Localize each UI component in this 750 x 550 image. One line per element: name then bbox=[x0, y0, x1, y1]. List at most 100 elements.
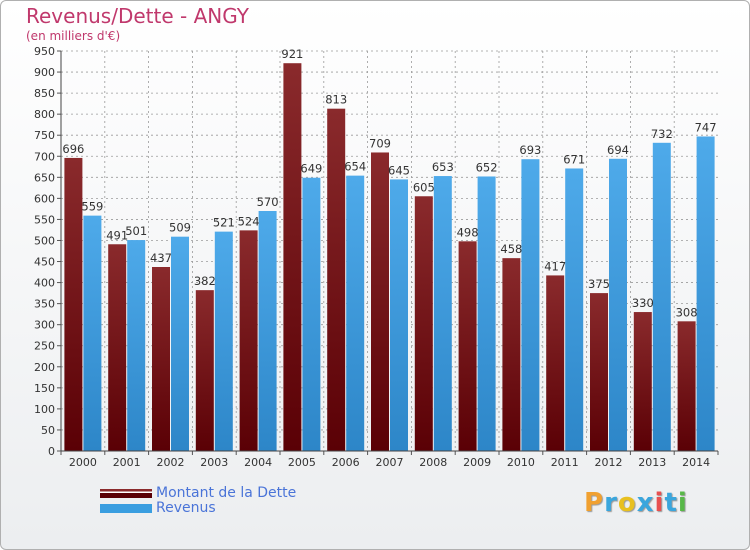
data-label-debt: 524 bbox=[238, 214, 260, 228]
bar-debt bbox=[677, 321, 696, 451]
grid-lines bbox=[61, 50, 718, 452]
data-label-revenue: 645 bbox=[388, 163, 410, 177]
data-label-revenue: 501 bbox=[125, 224, 147, 238]
data-label-debt: 813 bbox=[325, 93, 347, 107]
bar-revenue bbox=[302, 177, 321, 451]
legend-swatch-revenue bbox=[100, 504, 152, 513]
data-label-revenue: 732 bbox=[651, 127, 673, 141]
data-label-debt: 417 bbox=[544, 259, 566, 273]
bar-debt bbox=[327, 108, 346, 452]
data-label-debt: 498 bbox=[457, 225, 479, 239]
logo-letter: P bbox=[584, 488, 605, 518]
data-label-revenue: 693 bbox=[519, 143, 541, 157]
data-label-debt: 458 bbox=[500, 242, 522, 256]
data-label-revenue: 509 bbox=[169, 221, 191, 235]
legend-label-revenue: Revenus bbox=[156, 500, 216, 516]
data-label-debt: 382 bbox=[194, 274, 216, 288]
bar-debt bbox=[414, 196, 433, 451]
bar-debt bbox=[64, 157, 83, 451]
data-label-debt: 308 bbox=[676, 305, 698, 319]
data-label-revenue: 649 bbox=[300, 162, 322, 176]
bar-revenue bbox=[258, 211, 277, 451]
y-tick-label: 100 bbox=[34, 403, 55, 416]
data-label-debt: 330 bbox=[632, 296, 654, 310]
x-tick-label: 2001 bbox=[113, 456, 141, 469]
data-label-debt: 696 bbox=[62, 142, 84, 156]
legend-label-debt: Montant de la Dette bbox=[156, 485, 297, 501]
x-tick-label: 2005 bbox=[288, 456, 316, 469]
bar-revenue bbox=[521, 159, 540, 452]
data-label-revenue: 652 bbox=[476, 160, 498, 174]
y-tick-label: 600 bbox=[34, 192, 55, 205]
chart-title: Revenus/Dette - ANGY bbox=[26, 4, 249, 28]
data-label-revenue: 653 bbox=[432, 160, 454, 174]
bars-group bbox=[64, 63, 715, 452]
bar-debt bbox=[239, 230, 258, 451]
data-label-revenue: 671 bbox=[563, 152, 585, 166]
y-tick-label: 150 bbox=[34, 382, 55, 395]
bar-debt bbox=[195, 290, 214, 451]
logo-letter: r bbox=[604, 488, 618, 518]
bar-debt bbox=[371, 152, 389, 451]
y-tick-label: 400 bbox=[34, 277, 55, 290]
bar-revenue bbox=[433, 176, 452, 452]
legend-swatch-debt bbox=[100, 489, 152, 498]
y-tick-label: 550 bbox=[34, 213, 55, 226]
x-tick-label: 2000 bbox=[69, 456, 97, 469]
x-tick-label: 2011 bbox=[551, 456, 579, 469]
data-label-revenue: 694 bbox=[607, 143, 629, 157]
x-tick-label: 2003 bbox=[200, 456, 228, 469]
proxiti-logo: Proxiti bbox=[584, 488, 688, 518]
bar-revenue bbox=[83, 215, 102, 451]
data-label-revenue: 521 bbox=[213, 216, 235, 230]
data-label-debt: 491 bbox=[106, 228, 128, 242]
bar-revenue bbox=[346, 175, 365, 451]
logo-letter: t bbox=[664, 488, 678, 518]
y-tick-label: 950 bbox=[34, 45, 55, 58]
logo-letter: x bbox=[636, 488, 655, 518]
y-tick-label: 50 bbox=[41, 424, 55, 437]
x-tick-label: 2006 bbox=[332, 456, 360, 469]
x-tick-label: 2002 bbox=[157, 456, 185, 469]
bar-revenue bbox=[214, 231, 233, 451]
data-label-debt: 375 bbox=[588, 277, 610, 291]
bar-revenue bbox=[565, 168, 584, 451]
y-tick-label: 500 bbox=[34, 234, 55, 247]
data-label-debt: 605 bbox=[413, 180, 435, 194]
x-tick-label: 2007 bbox=[376, 456, 404, 469]
bar-revenue bbox=[477, 176, 496, 451]
y-tick-label: 900 bbox=[34, 66, 55, 79]
bar-debt bbox=[546, 275, 565, 451]
bar-debt bbox=[108, 244, 127, 451]
data-label-debt: 921 bbox=[281, 47, 303, 61]
x-tick-label: 2010 bbox=[507, 456, 535, 469]
x-tick-label: 2009 bbox=[463, 456, 491, 469]
y-tick-label: 0 bbox=[48, 445, 55, 458]
y-tick-label: 450 bbox=[34, 256, 55, 269]
y-tick-label: 700 bbox=[34, 150, 55, 163]
bar-revenue bbox=[652, 142, 671, 451]
data-label-revenue: 570 bbox=[257, 195, 279, 209]
bar-debt bbox=[283, 63, 302, 452]
data-label-revenue: 654 bbox=[344, 160, 366, 174]
x-tick-label: 2014 bbox=[682, 456, 710, 469]
y-tick-label: 850 bbox=[34, 87, 55, 100]
logo-letter: i bbox=[677, 488, 688, 518]
y-tick-label: 250 bbox=[34, 340, 55, 353]
chart-subtitle: (en milliers d'€) bbox=[26, 29, 121, 43]
data-label-debt: 709 bbox=[369, 136, 391, 150]
x-tick-label: 2008 bbox=[419, 456, 447, 469]
y-tick-label: 750 bbox=[34, 129, 55, 142]
bar-revenue bbox=[609, 158, 627, 451]
x-tick-label: 2004 bbox=[244, 456, 272, 469]
bar-revenue bbox=[127, 240, 146, 451]
bar-debt bbox=[152, 267, 170, 451]
bar-debt bbox=[458, 241, 477, 451]
x-tick-label: 2013 bbox=[638, 456, 666, 469]
axes-group: 0 50 100 150 200 250 300 350 400 450 500 550 600 650 7… bbox=[34, 45, 719, 469]
logo-letter: o bbox=[617, 488, 637, 518]
x-tick-label: 2012 bbox=[595, 456, 623, 469]
y-tick-label: 200 bbox=[34, 361, 55, 374]
